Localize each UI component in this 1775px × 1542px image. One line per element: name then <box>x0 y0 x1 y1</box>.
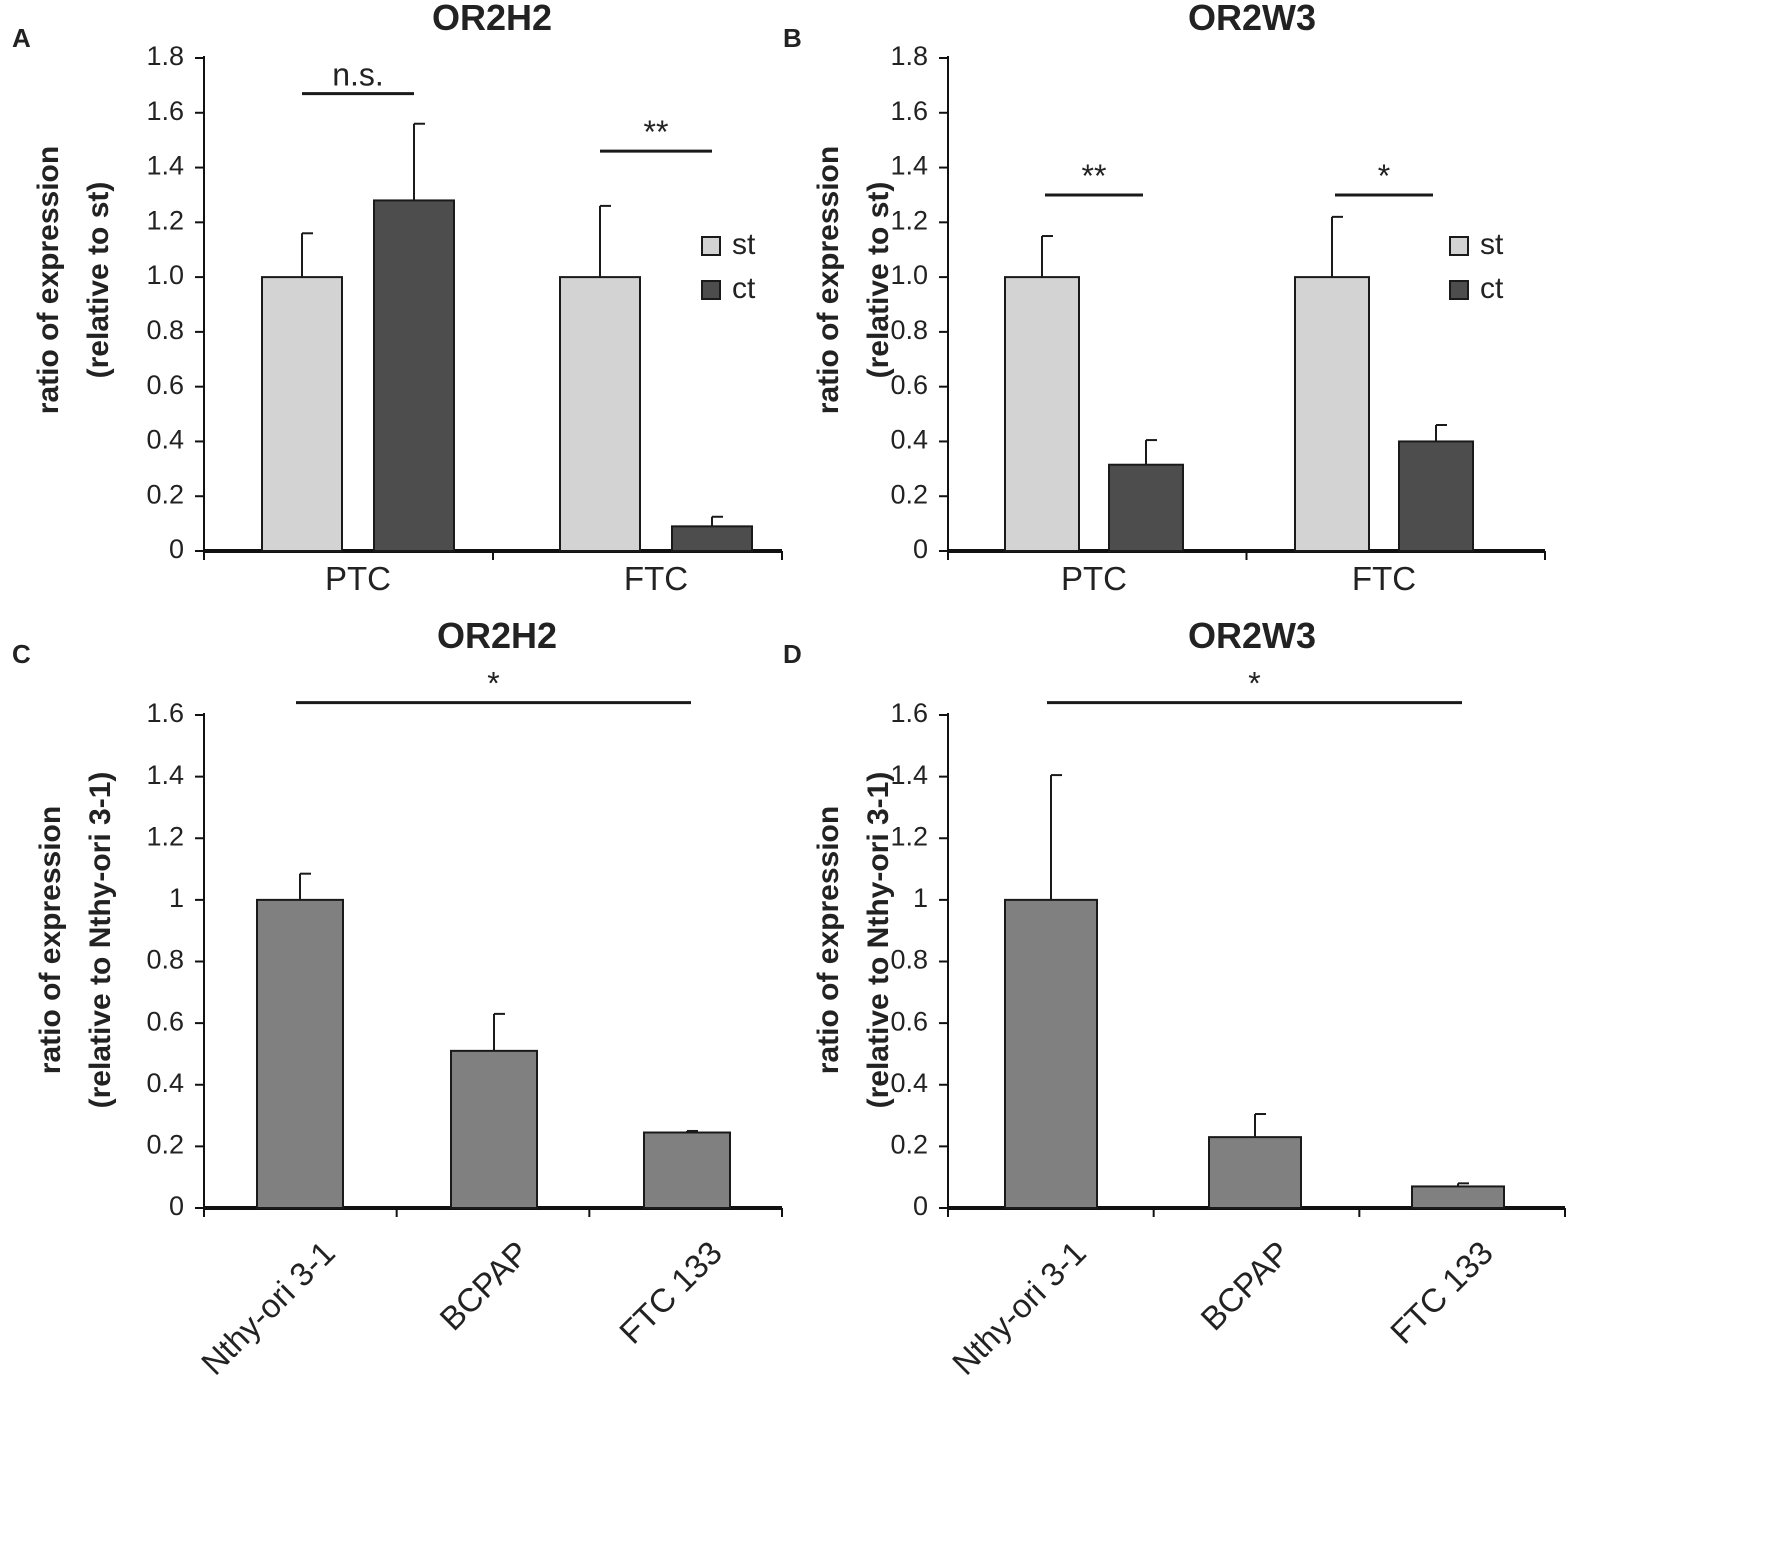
y-tick-label: 1.2 <box>890 821 928 851</box>
y-tick-label: 0.2 <box>146 1130 184 1160</box>
x-category-label: BCPAP <box>1193 1234 1297 1338</box>
legend-swatch-ct <box>1449 280 1469 300</box>
y-tick-label: 1.4 <box>146 151 184 181</box>
y-tick-label: 0.2 <box>146 479 184 509</box>
x-category-label: FTC 133 <box>1383 1234 1500 1351</box>
y-tick-label: 1.6 <box>890 96 928 126</box>
y-tick-label: 0.2 <box>890 1130 928 1160</box>
x-category-label: BCPAP <box>432 1234 536 1338</box>
bar-st-0 <box>1004 276 1080 552</box>
chart-title: OR2H2 <box>437 615 557 656</box>
y-tick-label: 0.2 <box>890 479 928 509</box>
significance-label: * <box>1378 158 1390 194</box>
panel-letter: D <box>783 639 802 669</box>
bar-st-1 <box>559 276 641 552</box>
y-tick-label: 0.8 <box>890 315 928 345</box>
y-axis-label-line-1: ratio of expression <box>32 146 65 414</box>
bar-st-1 <box>1294 276 1370 552</box>
x-category-label: FTC 133 <box>612 1234 729 1351</box>
y-tick-label: 0 <box>169 1191 184 1221</box>
panel-letter: B <box>783 23 802 53</box>
bar-ct-0 <box>373 199 455 553</box>
x-category-label: Nthy-ori 3-1 <box>945 1234 1093 1382</box>
bar-expression-2 <box>643 1131 731 1210</box>
y-tick-label: 1.4 <box>890 760 928 790</box>
chart-title: OR2H2 <box>432 0 552 38</box>
bar-expression-1 <box>1208 1136 1302 1209</box>
panel-letter: A <box>12 23 31 53</box>
bar-st-0 <box>261 276 343 552</box>
significance-label: ** <box>1082 158 1107 194</box>
chart-title: OR2W3 <box>1188 0 1316 38</box>
legend-swatch-ct <box>701 280 721 300</box>
y-tick-label: 0.4 <box>890 425 928 455</box>
y-tick-label: 1.6 <box>890 698 928 728</box>
y-tick-label: 1.0 <box>146 260 184 290</box>
legend-label-st: st <box>732 228 756 261</box>
y-axis-label-line-2: (relative to Nthy-ori 3-1) <box>862 772 895 1109</box>
significance-label: n.s. <box>332 57 384 93</box>
y-tick-label: 1.6 <box>146 698 184 728</box>
bar-ct-1 <box>671 525 753 552</box>
legend-swatch-st <box>701 236 721 256</box>
x-category-label: FTC <box>624 560 688 597</box>
x-category-label: PTC <box>325 560 391 597</box>
y-tick-label: 0.4 <box>146 1068 184 1098</box>
y-tick-label: 0.8 <box>890 945 928 975</box>
bar-expression-2 <box>1411 1185 1505 1210</box>
chart-title: OR2W3 <box>1188 615 1316 656</box>
y-tick-label: 0.4 <box>890 1068 928 1098</box>
y-tick-label: 1.4 <box>146 760 184 790</box>
legend-label-ct: ct <box>732 272 756 305</box>
y-axis-label-line-2: (relative to st) <box>82 182 115 379</box>
y-tick-label: 1.8 <box>890 41 928 71</box>
panel-c: C OR2H2 ratio of expression (relative to Nt… <box>12 615 783 1382</box>
y-tick-label: 1.4 <box>890 151 928 181</box>
y-tick-label: 0.4 <box>146 425 184 455</box>
bar-expression-0 <box>1004 898 1098 1209</box>
panel-b: B OR2W3 ratio of expression (relative to st… <box>783 0 1546 597</box>
y-axis-label-line-2: (relative to Nthy-ori 3-1) <box>84 772 117 1109</box>
significance-label: * <box>1248 666 1260 702</box>
legend-swatch-st <box>1449 236 1469 256</box>
y-axis-label-line-1: ratio of expression <box>812 146 845 414</box>
y-tick-label: 1.2 <box>146 821 184 851</box>
legend-label-st: st <box>1480 228 1504 261</box>
y-tick-label: 1 <box>169 883 184 913</box>
significance-label: ** <box>644 114 669 150</box>
bar-ct-0 <box>1108 463 1184 553</box>
bar-expression-1 <box>450 1049 538 1209</box>
y-tick-label: 1.8 <box>146 41 184 71</box>
y-tick-label: 0 <box>913 1191 928 1221</box>
y-tick-label: 0.6 <box>890 1006 928 1036</box>
bar-ct-1 <box>1398 440 1474 553</box>
y-tick-label: 1.2 <box>890 205 928 235</box>
bar-expression-0 <box>256 898 344 1209</box>
y-tick-label: 0.6 <box>146 370 184 400</box>
y-tick-label: 1 <box>913 883 928 913</box>
legend-label-ct: ct <box>1480 272 1504 305</box>
y-tick-label: 1.6 <box>146 96 184 126</box>
y-tick-label: 0.8 <box>146 945 184 975</box>
panel-letter: C <box>12 639 31 669</box>
y-tick-label: 0 <box>913 534 928 564</box>
significance-label: * <box>487 666 499 702</box>
y-tick-label: 0.6 <box>890 370 928 400</box>
y-tick-label: 0.6 <box>146 1006 184 1036</box>
y-tick-label: 0.8 <box>146 315 184 345</box>
panel-a: A OR2H2 ratio of expression (relative to st… <box>12 0 783 597</box>
y-axis-label-line-1: ratio of expression <box>34 806 67 1074</box>
x-category-label: Nthy-ori 3-1 <box>194 1234 342 1382</box>
x-category-label: FTC <box>1352 560 1416 597</box>
panel-d: D OR2W3 ratio of expression (relative to Nt… <box>783 615 1566 1382</box>
y-tick-label: 1.2 <box>146 205 184 235</box>
y-tick-label: 1.0 <box>890 260 928 290</box>
y-axis-label-line-1: ratio of expression <box>812 806 845 1074</box>
y-axis-label-line-2: (relative to st) <box>862 182 895 379</box>
y-tick-label: 0 <box>169 534 184 564</box>
x-category-label: PTC <box>1061 560 1127 597</box>
